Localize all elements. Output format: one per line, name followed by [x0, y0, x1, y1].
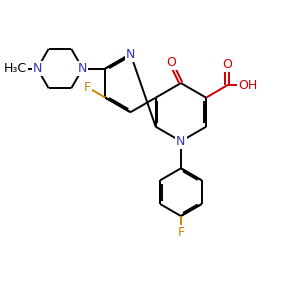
Text: N: N — [33, 62, 42, 75]
Text: N: N — [176, 135, 186, 148]
Text: H₃C: H₃C — [4, 62, 27, 75]
Text: F: F — [177, 226, 184, 239]
Text: F: F — [84, 81, 91, 94]
Text: N: N — [78, 62, 87, 75]
Text: N: N — [126, 47, 135, 61]
Text: OH: OH — [238, 79, 258, 92]
Text: O: O — [166, 56, 175, 69]
Text: O: O — [222, 58, 232, 71]
